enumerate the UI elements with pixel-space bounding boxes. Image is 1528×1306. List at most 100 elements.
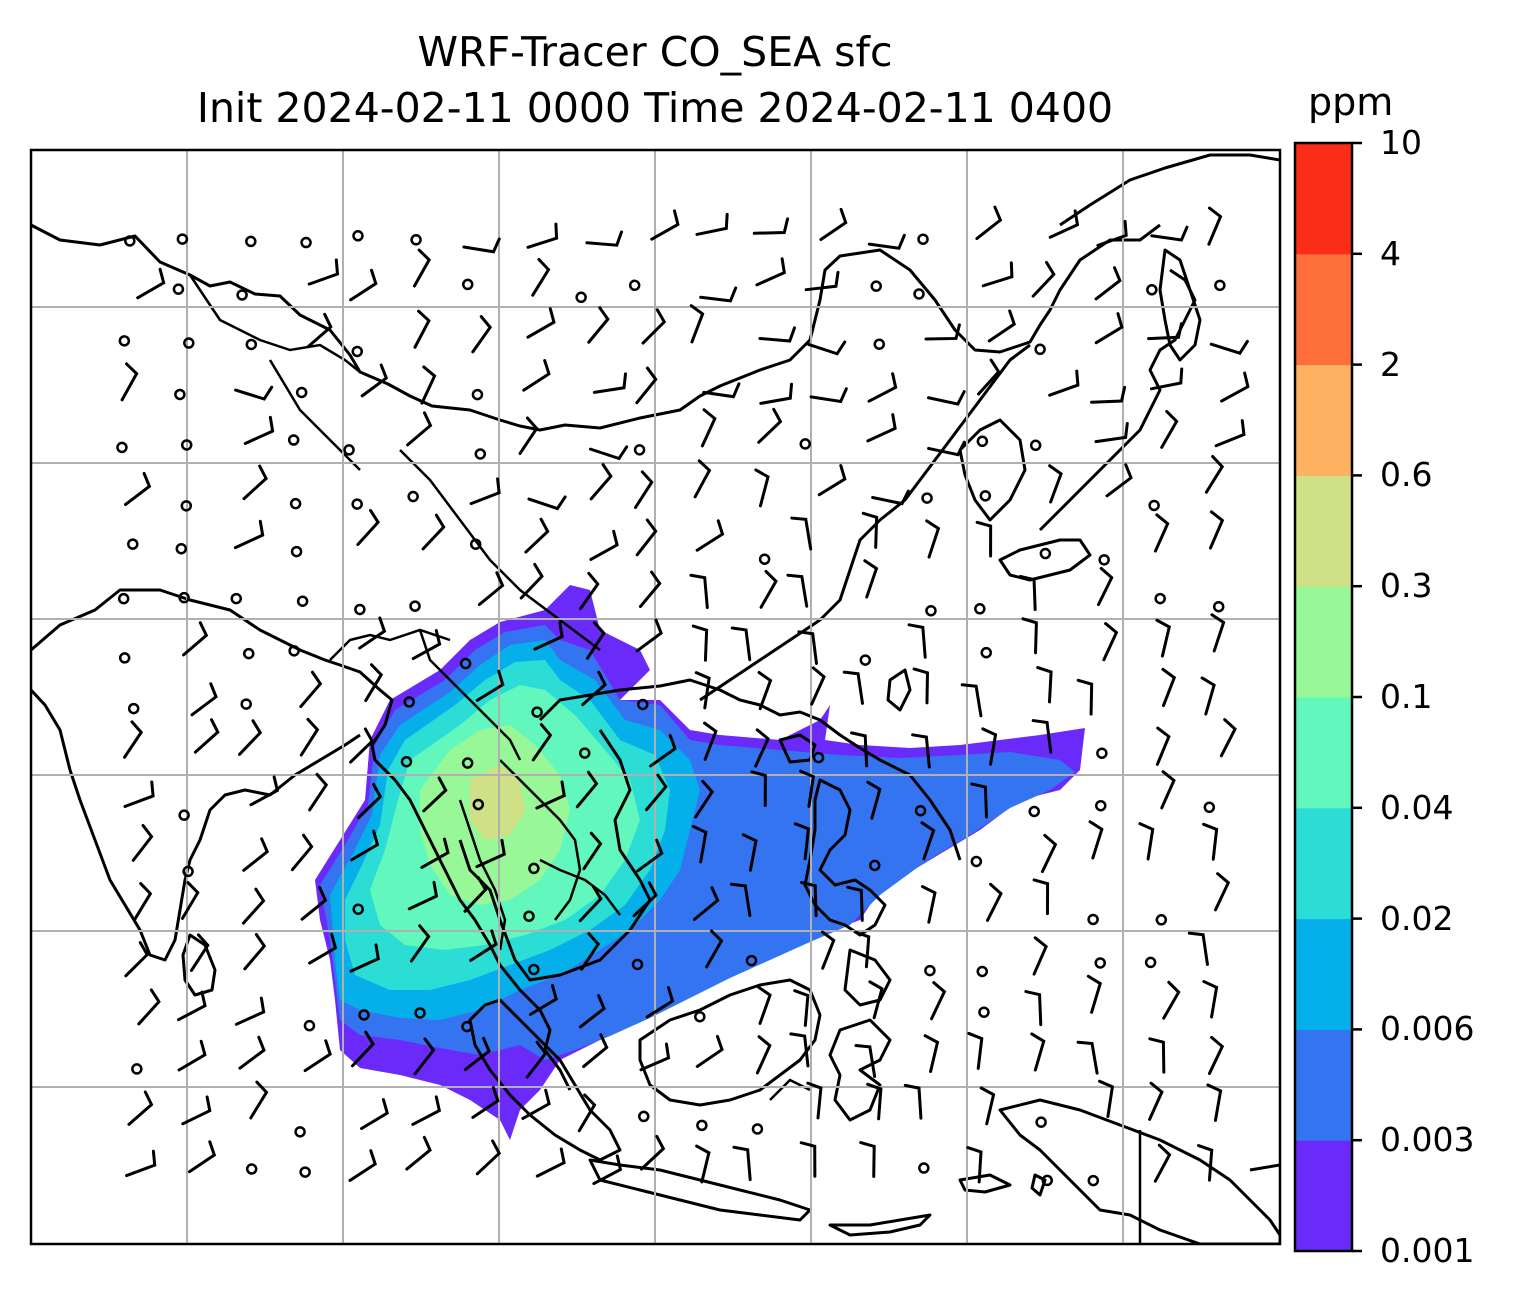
colorbar-segment bbox=[1295, 475, 1352, 587]
wind-barb bbox=[1160, 770, 1176, 810]
wind-barb bbox=[632, 881, 658, 918]
wind-barb bbox=[786, 573, 809, 608]
wind-barb bbox=[920, 821, 936, 861]
wind-barb bbox=[866, 413, 897, 443]
wind-barb bbox=[585, 230, 624, 247]
wind-barb bbox=[350, 829, 380, 862]
calm-wind-marker bbox=[1144, 956, 1157, 969]
calm-wind-marker bbox=[352, 903, 364, 915]
calm-wind-marker bbox=[873, 338, 886, 350]
wind-barb bbox=[854, 1043, 877, 1079]
wind-barb bbox=[592, 1154, 623, 1186]
colorbar-segment bbox=[1295, 364, 1352, 476]
calm-wind-marker bbox=[1029, 439, 1042, 452]
wind-barb bbox=[854, 930, 871, 969]
wind-barb bbox=[469, 477, 501, 506]
wind-barb bbox=[1096, 219, 1128, 247]
wind-barb bbox=[463, 1036, 491, 1072]
wind-barb bbox=[799, 769, 816, 808]
wind-barb bbox=[1076, 1040, 1099, 1075]
wind-barb bbox=[531, 257, 551, 297]
calm-wind-marker bbox=[410, 234, 422, 246]
wind-barb bbox=[420, 365, 437, 405]
calm-wind-marker bbox=[531, 706, 543, 718]
wind-barb bbox=[804, 270, 840, 292]
wind-barb bbox=[863, 559, 879, 599]
wind-barb bbox=[1036, 666, 1053, 704]
calm-wind-marker bbox=[859, 654, 872, 666]
wind-barb bbox=[981, 727, 998, 766]
wind-barb bbox=[350, 1030, 375, 1068]
calm-wind-marker bbox=[918, 1162, 930, 1174]
wind-barb bbox=[527, 495, 567, 511]
calm-wind-marker bbox=[300, 236, 312, 249]
wind-barb bbox=[859, 1141, 876, 1178]
wind-barb bbox=[411, 1095, 442, 1126]
wind-barb bbox=[475, 838, 506, 869]
calm-wind-marker bbox=[1154, 592, 1166, 605]
wind-barb bbox=[360, 1098, 390, 1131]
calm-wind-marker bbox=[1041, 1174, 1054, 1187]
wind-barb bbox=[349, 943, 380, 973]
calm-wind-marker bbox=[116, 441, 128, 454]
wind-barb bbox=[1094, 266, 1122, 301]
calm-wind-marker bbox=[633, 444, 646, 456]
wind-barb bbox=[819, 207, 848, 242]
wind-barb bbox=[299, 717, 320, 757]
wind-barb bbox=[421, 513, 446, 551]
wind-barb bbox=[689, 304, 705, 344]
wind-barb bbox=[1031, 260, 1056, 298]
calm-wind-marker bbox=[409, 600, 421, 612]
calm-wind-marker bbox=[751, 1123, 764, 1135]
calm-wind-marker bbox=[694, 1010, 706, 1023]
wind-barb bbox=[1207, 1035, 1225, 1076]
calm-wind-marker bbox=[575, 291, 587, 304]
calm-wind-marker bbox=[474, 448, 487, 460]
wind-barb bbox=[535, 1147, 566, 1178]
wind-barb bbox=[635, 518, 658, 557]
wind-barb bbox=[471, 315, 493, 354]
calm-wind-marker bbox=[183, 337, 195, 349]
calm-wind-marker bbox=[180, 500, 193, 512]
wind-barb bbox=[242, 464, 268, 501]
wind-barb bbox=[1202, 980, 1219, 1019]
calm-wind-marker bbox=[287, 434, 300, 446]
wind-barb bbox=[1024, 990, 1043, 1027]
wind-barb bbox=[519, 562, 544, 600]
wind-barb bbox=[528, 984, 558, 1016]
calm-wind-marker bbox=[1214, 279, 1226, 292]
wind-barb bbox=[405, 1135, 432, 1171]
calm-wind-marker bbox=[1028, 805, 1040, 818]
wind-barb bbox=[582, 831, 603, 871]
wind-barb bbox=[975, 205, 1003, 241]
calm-wind-marker bbox=[118, 335, 131, 347]
calm-wind-marker bbox=[230, 592, 243, 605]
wind-barb bbox=[1162, 980, 1181, 1020]
wind-barb bbox=[525, 1040, 548, 1079]
colorbar-segment bbox=[1295, 918, 1352, 1030]
wind-barb bbox=[531, 723, 553, 762]
colorbar-tick-label: 0.02 bbox=[1380, 898, 1454, 938]
wind-barb bbox=[975, 520, 993, 558]
wind-barb bbox=[866, 1082, 883, 1121]
wind-barb bbox=[759, 382, 794, 405]
wind-barb bbox=[1148, 1037, 1166, 1074]
calm-wind-marker bbox=[1087, 913, 1099, 926]
wind-barb bbox=[967, 1031, 984, 1070]
wind-barb bbox=[1207, 206, 1223, 246]
wind-barb bbox=[699, 286, 738, 303]
wind-barb bbox=[411, 629, 442, 661]
calm-wind-marker bbox=[295, 386, 308, 399]
wind-barb bbox=[300, 886, 328, 921]
wind-barb bbox=[233, 519, 265, 550]
calm-wind-marker bbox=[289, 497, 302, 510]
wind-barb bbox=[124, 471, 152, 507]
wind-barb bbox=[638, 570, 662, 609]
calm-wind-marker bbox=[980, 646, 993, 659]
calm-wind-marker bbox=[469, 538, 482, 550]
wind-barb bbox=[589, 529, 619, 561]
wind-barb bbox=[413, 309, 431, 349]
tracer-contour-fill bbox=[470, 765, 525, 840]
wind-barb bbox=[754, 728, 770, 768]
wind-barb bbox=[759, 569, 778, 609]
